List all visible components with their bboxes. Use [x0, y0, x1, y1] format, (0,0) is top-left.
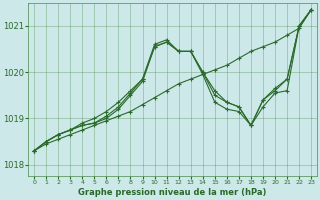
X-axis label: Graphe pression niveau de la mer (hPa): Graphe pression niveau de la mer (hPa)	[78, 188, 267, 197]
